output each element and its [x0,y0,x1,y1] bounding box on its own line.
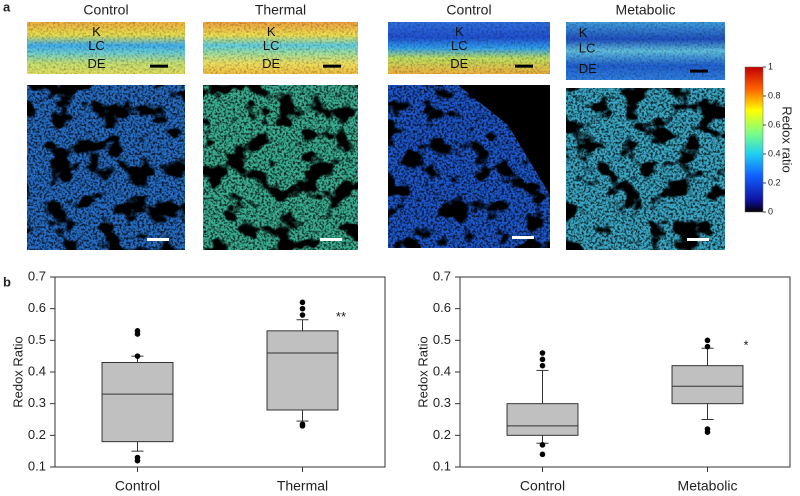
y-tick-label: 0.3 [28,395,46,410]
layer-label: K [455,24,464,39]
scale-bar [147,238,169,241]
column-title: Control [83,2,128,18]
redox-image-grain [203,85,358,250]
box [101,362,174,443]
colorbar-tick-label: 0.4 [768,148,781,158]
colorbar-tick-label: 0.6 [768,119,781,129]
y-axis-label: Redox Ratio [10,336,25,408]
x-tick-label: Control [115,478,160,494]
layer-label: DE [450,56,468,71]
scale-bar [512,236,534,239]
colorbar-tick-label: 0 [768,206,773,216]
colorbar-tick-label: 0.2 [768,177,781,187]
outlier [134,457,141,464]
layer-label: K [92,24,101,39]
panel-label: a [3,0,11,14]
column-title: Thermal [255,2,306,18]
outlier [704,343,711,350]
colorbar-label: Redox ratio [780,106,795,172]
y-tick-label: 0.4 [28,363,46,378]
y-tick-label: 0.5 [433,332,451,347]
outlier [704,337,711,344]
outlier [134,331,141,337]
y-axis-label: Redox Ratio [415,336,430,408]
layer-label: DE [262,56,280,71]
y-tick-label: 0.1 [433,458,451,473]
y-tick-label: 0.2 [28,427,46,442]
background-region [458,85,550,195]
y-tick-label: 0.2 [433,427,451,442]
outlier [299,423,306,429]
y-tick-label: 0.6 [28,300,46,315]
colorbar-scale [744,66,764,213]
scale-bar [690,69,708,73]
colorbar-tick-label: 1 [768,61,773,71]
image-panels: ControlKLCDEThermalKLCDEControlKLCDEMeta… [27,2,725,250]
scale-bar [320,238,342,241]
scale-bar [323,64,341,68]
y-tick-label: 0.5 [28,332,46,347]
scale-bar [515,64,533,68]
outlier [134,353,141,359]
outlier [299,305,306,312]
outlier [299,312,306,318]
colorbar-tick-label: 0.8 [768,90,781,100]
outlier [299,299,306,306]
layer-label: LC [451,38,468,53]
layer-label: LC [263,38,280,53]
layer-label: LC [88,38,105,53]
layer-label: DE [87,56,105,71]
significance-label: ** [336,309,346,324]
redox-image-grain [566,88,725,250]
box [671,365,744,405]
y-tick-label: 0.7 [433,268,451,283]
x-tick-label: Control [520,478,565,494]
x-tick-label: Metabolic [678,478,738,494]
box-charts: 0.1 0.2 0.3 0.4 0.5 0.6 0.7 Redox Ratio Control T… [10,268,791,494]
layer-label: DE [579,61,597,76]
column-title: Metabolic [616,2,676,18]
outlier [539,350,546,356]
layer-label: K [267,24,276,39]
scale-bar [687,238,709,241]
box [266,330,339,411]
panel-label: b [3,274,11,289]
significance-label: * [743,338,748,353]
x-tick-label: Thermal [277,478,328,494]
outlier [704,429,711,435]
outlier [539,451,546,458]
y-tick-label: 0.6 [433,300,451,315]
y-tick-label: 0.3 [433,395,451,410]
y-tick-label: 0.7 [28,268,46,283]
outlier [539,356,546,363]
layer-label: K [579,25,588,40]
box [506,403,579,436]
column-title: Control [446,2,491,18]
scale-bar [150,64,168,68]
outlier [539,442,546,448]
redox-image-grain [27,85,185,250]
y-tick-label: 0.4 [433,363,451,378]
y-tick-label: 0.1 [28,458,46,473]
layer-label: LC [579,41,596,56]
outlier [539,362,546,369]
colorbar: 0 0.2 0.4 0.6 0.8 1 Redox ratio [744,61,795,216]
